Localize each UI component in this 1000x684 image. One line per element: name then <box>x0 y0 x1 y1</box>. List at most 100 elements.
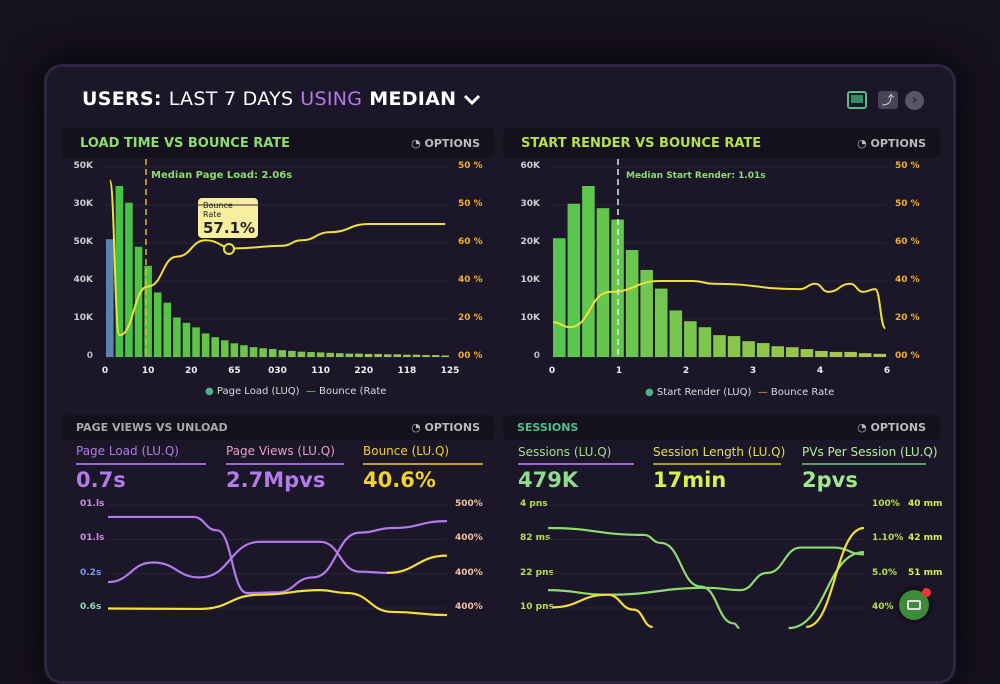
x-tick-label: 10 <box>141 366 155 376</box>
kpi-value: 0.7s <box>76 468 126 492</box>
kpi-label: Page Views (LU.Q) <box>226 444 335 458</box>
y2-tick-label: 00 % <box>895 351 920 361</box>
y-tick-label: 50K <box>73 237 94 247</box>
kpi-underline <box>76 463 206 465</box>
title-using: USING <box>300 88 363 110</box>
kpi-underline <box>363 463 483 465</box>
kpi-underline <box>802 463 926 465</box>
median-label: Median Start Render: 1.01s <box>626 171 766 181</box>
kpi-underline <box>226 463 344 465</box>
monitor-icon[interactable] <box>847 91 867 109</box>
title-range: LAST 7 DAYS <box>168 88 294 110</box>
options-button[interactable]: ◔ OPTIONS <box>857 137 926 150</box>
load-time-panel-header: LOAD TIME VS BOUNCE RATE ◔ OPTIONS <box>62 128 494 158</box>
title-users: USERS: <box>82 88 162 110</box>
x-tick-label: 220 <box>354 366 374 376</box>
x-tick-label: 4 <box>816 366 824 376</box>
y-tick-label: 20K <box>520 237 541 247</box>
y-tick-label: 30K <box>73 199 94 209</box>
panel-title: SESSIONS <box>517 421 579 434</box>
y2-tick-label: 50 % <box>458 161 483 171</box>
y-tick-label: 10 pns <box>520 602 554 612</box>
legend-dot-icon: ● <box>205 386 214 397</box>
kpi-label: Page Load (LU.Q) <box>76 444 179 458</box>
kpi-label: Session Length (LU.Q) <box>653 445 786 459</box>
y-tick-label: 0.2s <box>80 567 102 578</box>
kpi-value: 2pvs <box>802 468 858 492</box>
y-tick-label: 0.6s <box>80 602 102 612</box>
y2-tick-label: 100% <box>872 499 900 509</box>
options-button[interactable]: ◔ OPTIONS <box>857 421 926 434</box>
x-tick-label: 3 <box>749 366 757 376</box>
y2-tick-label: 500% <box>455 499 483 509</box>
kpi-label: Bounce (LU.Q) <box>363 444 450 458</box>
tooltip: Bounce Rate 57.1% <box>198 198 258 238</box>
x-tick-label: 0 <box>101 366 109 376</box>
y-tick-label: 10K <box>520 275 541 285</box>
kpi-underline <box>518 463 634 465</box>
chat-button[interactable] <box>899 588 931 620</box>
options-button[interactable]: ◔ OPTIONS <box>411 421 480 434</box>
sessions-panel-header: SESSIONS ◔ OPTIONS <box>503 415 940 440</box>
x-tick-label: 65 <box>228 366 241 376</box>
kpi-value: 2.7Mpvs <box>226 468 326 492</box>
y2-tick-label: 400% <box>455 567 483 578</box>
kpi-label: PVs Per Session (LU.Q) <box>802 445 938 459</box>
y-tick-label: 22 pns <box>520 567 554 578</box>
x-tick-label: 030 <box>268 366 287 376</box>
legend-line-icon: — <box>757 387 768 398</box>
y2-tick-label: 60 % <box>458 237 483 247</box>
y2-tick-label: 5.0% <box>872 567 897 578</box>
x-tick-label: 118 <box>397 366 417 376</box>
y2-tick-label: 00 % <box>458 351 483 361</box>
y-tick-label: 60K <box>520 161 541 171</box>
kpi-underline <box>653 463 781 465</box>
notification-badge <box>922 588 931 597</box>
page-views-panel-header: PAGE VIEWS VS UNLOAD ◔ OPTIONS <box>62 415 494 440</box>
y2-tick-label: 60 % <box>895 237 920 247</box>
y-tick-label: 10K <box>520 313 541 323</box>
y2-tick-label: 20 % <box>895 313 920 323</box>
y3-tick-label: 42 mm <box>908 533 943 544</box>
y2-tick-label: 400% <box>455 602 483 612</box>
y-tick-label: 10K <box>73 313 94 323</box>
panel-title: START RENDER VS BOUNCE RATE <box>521 136 762 151</box>
x-tick-label: 1 <box>615 366 623 376</box>
y2-tick-label: 40 % <box>458 275 483 285</box>
kpi-value: 40.6% <box>363 468 436 492</box>
page-title: USERS: LAST 7 DAYS USING MEDIAN <box>82 88 481 110</box>
y-tick-label: 50K <box>73 161 94 171</box>
y-tick-label: 01.ls <box>80 499 105 509</box>
x-tick-label: 20 <box>184 366 198 376</box>
y-tick-label: 82 ms <box>520 533 551 544</box>
median-label: Median Page Load: 2.06s <box>151 170 293 181</box>
y2-tick-label: 50 % <box>895 199 920 209</box>
share-icon[interactable]: ⤴ <box>878 91 898 109</box>
next-icon[interactable]: › <box>905 91 924 110</box>
y-tick-label: 0 <box>533 351 540 361</box>
kpi-value: 479K <box>518 468 579 492</box>
y2-tick-label: 40 % <box>895 275 920 285</box>
x-tick-label: 0 <box>548 366 556 376</box>
chart-legend: ● Page Load (LUQ) — Bounce (Rate <box>205 386 387 397</box>
y3-tick-label: 51 mm <box>908 567 943 578</box>
panel-title: LOAD TIME VS BOUNCE RATE <box>80 136 291 151</box>
y-tick-label: 0 <box>86 351 93 361</box>
options-button[interactable]: ◔ OPTIONS <box>411 137 480 150</box>
start-render-panel-header: START RENDER VS BOUNCE RATE ◔ OPTIONS <box>503 128 940 158</box>
legend-line-icon: — <box>305 386 316 397</box>
y2-tick-label: 20 % <box>458 313 483 323</box>
y-tick-label: 40K <box>73 275 94 285</box>
x-tick-label: 110 <box>311 366 331 376</box>
x-tick-label: 2 <box>682 366 690 376</box>
y2-tick-label: 400% <box>455 533 483 544</box>
chevron-down-icon <box>464 94 481 105</box>
y-tick-label: 01.ls <box>80 533 105 544</box>
y-tick-label: 30K <box>520 199 541 209</box>
panel-title: PAGE VIEWS VS UNLOAD <box>76 421 228 434</box>
y2-tick-label: 50 % <box>458 199 483 209</box>
y3-tick-label: 40 mm <box>908 499 943 509</box>
aggregation-select[interactable]: MEDIAN <box>369 88 481 110</box>
y-tick-label: 4 pns <box>520 499 548 509</box>
x-tick-label: 125 <box>440 366 460 376</box>
